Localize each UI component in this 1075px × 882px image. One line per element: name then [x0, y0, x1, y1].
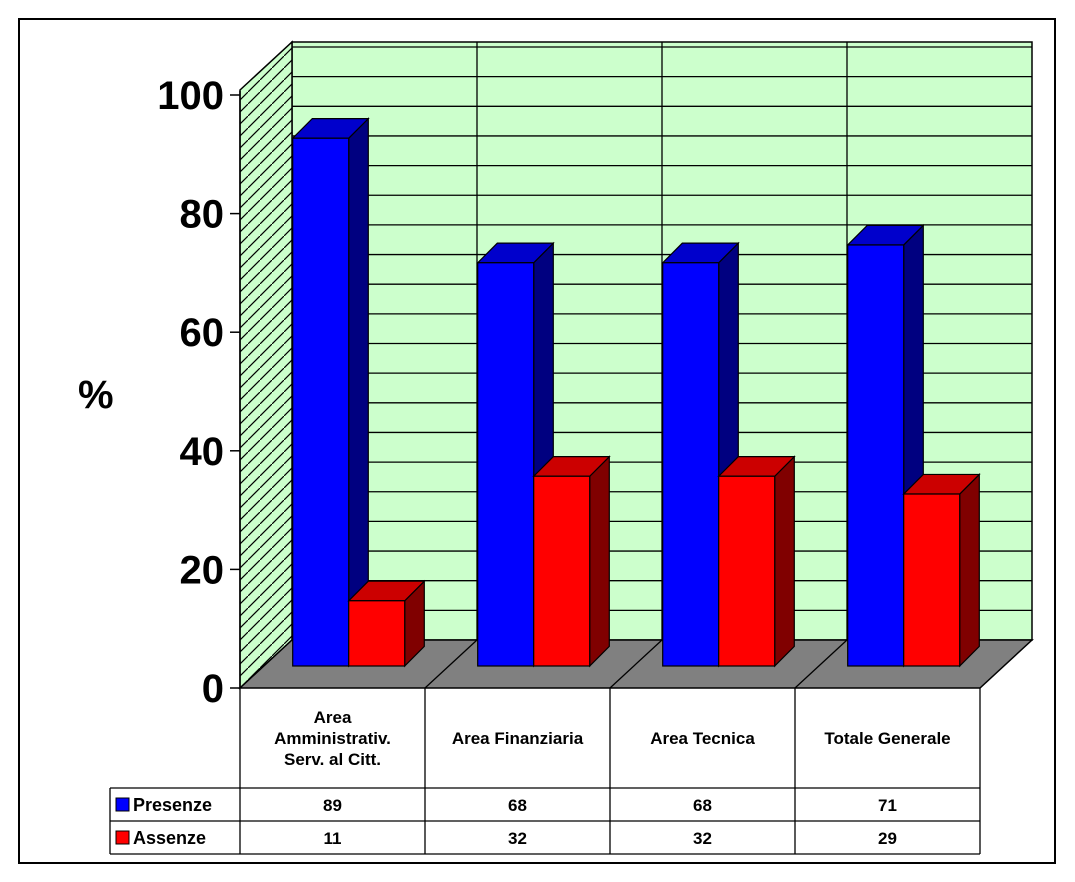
legend-label: Presenze [133, 795, 212, 815]
bar-assenze-2 [717, 455, 796, 668]
category-label: Amministrativ. [274, 729, 391, 748]
bar-side [774, 455, 795, 668]
floor-divider [794, 639, 848, 689]
bars [291, 117, 981, 668]
data-cell: 32 [508, 829, 527, 848]
y-tick-label: 60 [180, 311, 225, 355]
bar-front [847, 244, 905, 667]
bar-front [533, 475, 591, 667]
bar-side [589, 455, 610, 668]
bar-side [959, 472, 980, 668]
data-cell: 89 [323, 796, 342, 815]
legend-label: Assenze [133, 828, 206, 848]
category-label: Area Finanziaria [452, 729, 584, 748]
data-cell: 71 [878, 796, 897, 815]
bar-front [348, 600, 406, 667]
bar-presenze-0 [291, 117, 370, 668]
legend-key [115, 830, 130, 845]
category-label: Serv. al Citt. [284, 750, 381, 769]
y-tick-label: 20 [180, 548, 225, 592]
data-cell: 11 [324, 829, 342, 848]
category-label: Area Tecnica [650, 729, 755, 748]
category-label: Totale Generale [824, 729, 950, 748]
side-wall [239, 40, 293, 690]
bar-presenze-2 [661, 241, 740, 668]
bar-assenze-1 [532, 455, 611, 668]
floor-divider [609, 639, 663, 689]
bar-assenze-0 [347, 579, 426, 668]
y-tick-label: 100 [157, 74, 224, 118]
data-cell: 32 [693, 829, 712, 848]
legend-key [115, 797, 130, 812]
category-label: Area [314, 708, 352, 727]
y-tick-label: 80 [180, 193, 225, 237]
data-table: Area Amministrativ. Serv. al Citt. Area Fin… [109, 688, 981, 855]
bar-assenze-3 [902, 472, 981, 668]
y-tick-label: 0 [202, 667, 224, 711]
chart-svg: 0 20 40 60 80 100 Area Amministrativ. Serv. al … [78, 40, 1034, 855]
bar-front [718, 475, 776, 667]
data-cell: 68 [508, 796, 527, 815]
y-axis-label: % [78, 373, 114, 417]
data-cell: 29 [878, 829, 897, 848]
bar-front [662, 262, 720, 667]
chart-frame: 0 20 40 60 80 100 Area Amministrativ. Serv. al … [18, 18, 1056, 864]
data-cell: 68 [693, 796, 712, 815]
y-axis: 0 20 40 60 80 100 [157, 74, 241, 711]
bar-front [477, 262, 535, 667]
bar-front [903, 493, 961, 667]
y-tick-label: 40 [180, 430, 225, 474]
bar-front [292, 137, 350, 667]
floor-divider [424, 639, 478, 689]
